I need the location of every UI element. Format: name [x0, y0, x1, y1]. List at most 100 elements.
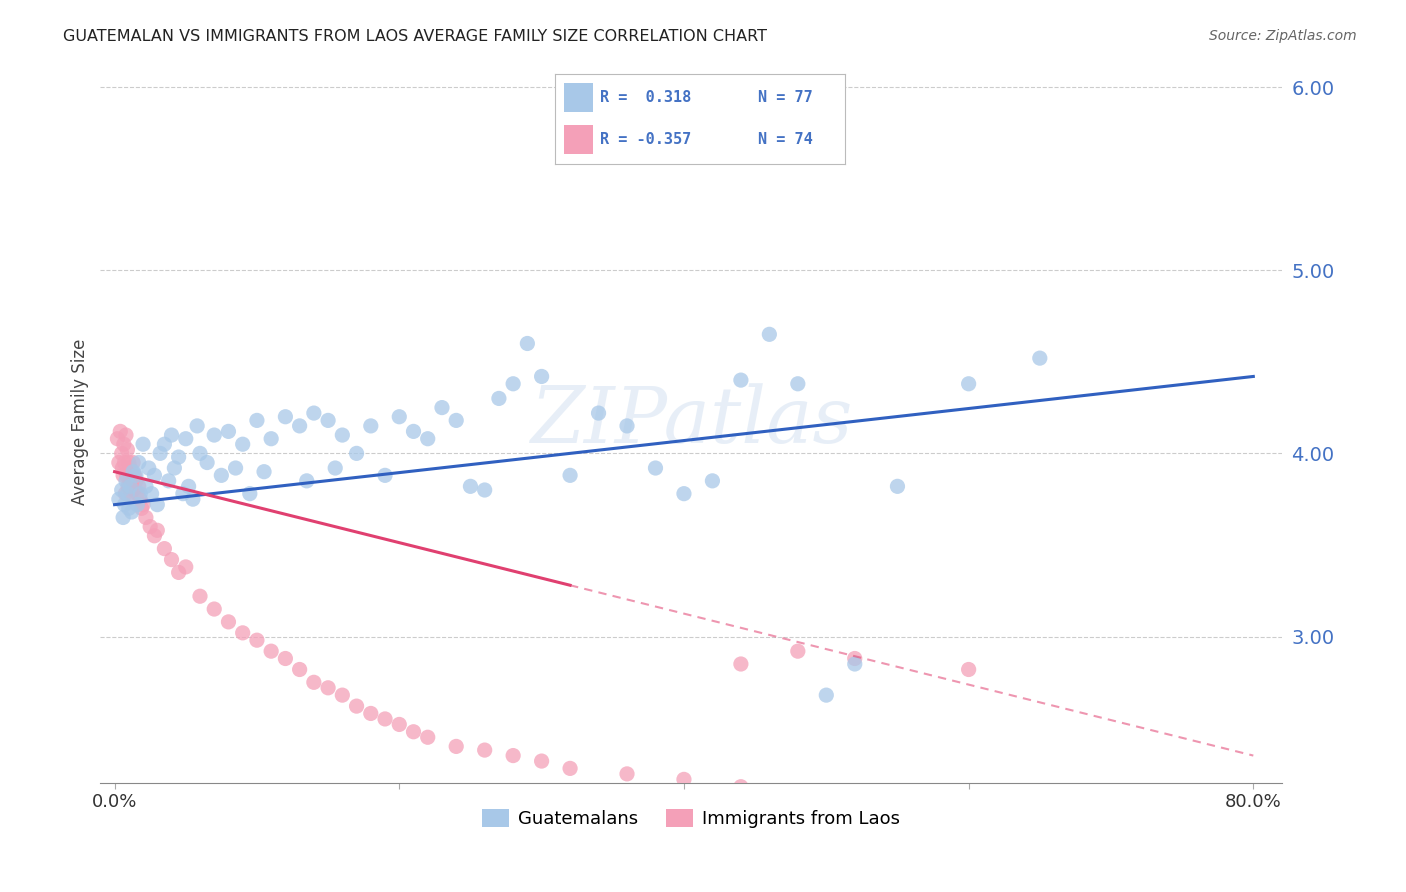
Point	[122, 465, 145, 479]
Point	[844, 790, 866, 805]
Point	[374, 468, 396, 483]
Point	[153, 541, 176, 556]
Point	[672, 486, 695, 500]
Point	[730, 780, 752, 794]
Point	[558, 468, 581, 483]
Point	[128, 456, 150, 470]
Point	[957, 376, 980, 391]
Point	[758, 327, 780, 342]
Point	[115, 474, 138, 488]
Point	[202, 428, 225, 442]
Point	[388, 717, 411, 731]
Point	[139, 519, 162, 533]
Point	[702, 474, 724, 488]
Point	[488, 392, 510, 406]
Point	[1185, 827, 1208, 841]
Point	[225, 461, 247, 475]
Point	[316, 681, 339, 695]
Point	[157, 474, 180, 488]
Point	[330, 688, 353, 702]
Point	[202, 602, 225, 616]
Point	[323, 461, 346, 475]
Point	[112, 510, 135, 524]
Point	[502, 376, 524, 391]
Point	[114, 498, 136, 512]
Point	[125, 468, 148, 483]
Text: GUATEMALAN VS IMMIGRANTS FROM LAOS AVERAGE FAMILY SIZE CORRELATION CHART: GUATEMALAN VS IMMIGRANTS FROM LAOS AVERA…	[63, 29, 768, 44]
Point	[127, 486, 149, 500]
Point	[957, 804, 980, 818]
Point	[900, 797, 922, 812]
Point	[122, 456, 145, 470]
Point	[112, 468, 135, 483]
Point	[239, 486, 262, 500]
Point	[117, 479, 139, 493]
Point	[416, 731, 439, 745]
Point	[444, 413, 467, 427]
Point	[118, 501, 141, 516]
Point	[360, 418, 382, 433]
Point	[114, 486, 136, 500]
Point	[530, 754, 553, 768]
Point	[288, 663, 311, 677]
Point	[120, 461, 142, 475]
Point	[957, 663, 980, 677]
Point	[516, 336, 538, 351]
Point	[217, 615, 239, 629]
Point	[195, 456, 218, 470]
Point	[388, 409, 411, 424]
Point	[129, 492, 152, 507]
Point	[121, 474, 143, 488]
Point	[122, 483, 145, 497]
Point	[260, 432, 283, 446]
Point	[138, 461, 160, 475]
Point	[111, 446, 134, 460]
Point	[127, 498, 149, 512]
Point	[786, 785, 808, 799]
Point	[132, 498, 155, 512]
Point	[124, 468, 146, 483]
Point	[274, 651, 297, 665]
Point	[120, 486, 142, 500]
Point	[174, 560, 197, 574]
Point	[115, 428, 138, 442]
Point	[181, 492, 204, 507]
Point	[886, 479, 908, 493]
Point	[167, 566, 190, 580]
Point	[253, 465, 276, 479]
Point	[672, 772, 695, 787]
Point	[117, 442, 139, 457]
Point	[844, 651, 866, 665]
Point	[135, 510, 157, 524]
Text: ZIPatlas: ZIPatlas	[530, 384, 852, 459]
Point	[217, 425, 239, 439]
Point	[186, 418, 208, 433]
Point	[188, 589, 211, 603]
Point	[588, 406, 610, 420]
Point	[153, 437, 176, 451]
Point	[616, 767, 638, 781]
Point	[644, 461, 666, 475]
Point	[730, 657, 752, 671]
Point	[163, 461, 186, 475]
Point	[1014, 809, 1036, 823]
Point	[174, 432, 197, 446]
Point	[209, 468, 232, 483]
Point	[125, 474, 148, 488]
Point	[530, 369, 553, 384]
Point	[474, 743, 496, 757]
Point	[232, 625, 254, 640]
Point	[786, 376, 808, 391]
Point	[115, 468, 138, 483]
Point	[246, 413, 269, 427]
Point	[167, 450, 190, 464]
Point	[132, 437, 155, 451]
Point	[730, 373, 752, 387]
Point	[177, 479, 200, 493]
Point	[128, 479, 150, 493]
Y-axis label: Average Family Size: Average Family Size	[72, 338, 89, 505]
Point	[118, 456, 141, 470]
Point	[330, 428, 353, 442]
Point	[1128, 822, 1150, 836]
Point	[160, 552, 183, 566]
